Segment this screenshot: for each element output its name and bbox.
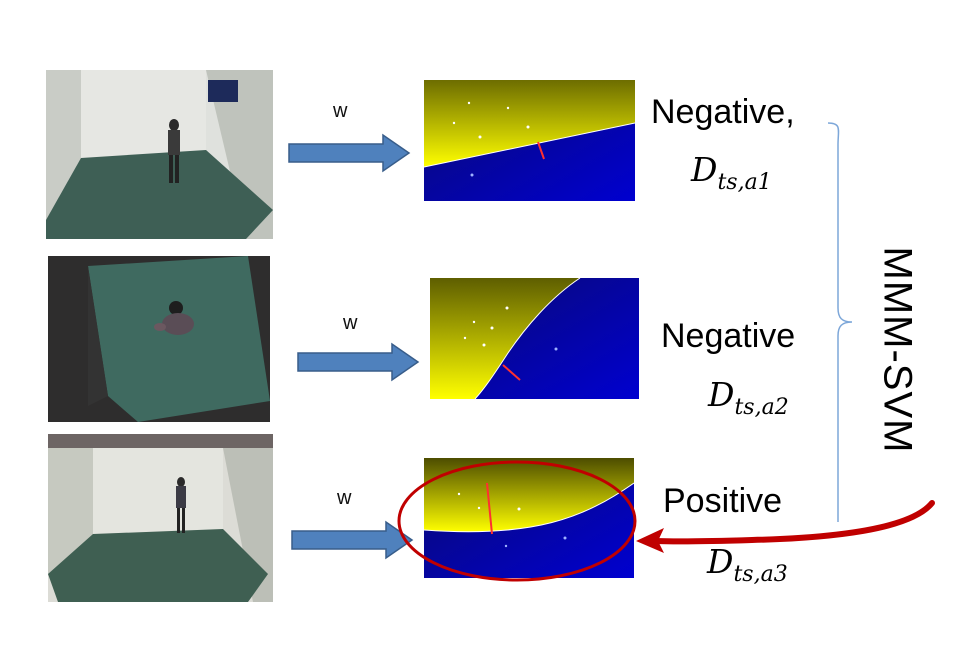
camera-frame-overhead (48, 256, 270, 422)
distance-symbol-3: D (707, 542, 734, 581)
distance-symbol-2: D (708, 375, 735, 414)
svm-decision-plot-2 (430, 278, 639, 399)
distance-subscript-2: ts,a2 (734, 395, 789, 420)
camera-frame-wide (48, 434, 273, 602)
camera-frame-standing-scene (46, 70, 273, 239)
distance-label-3: Dts,a3 (707, 542, 788, 587)
camera-frame-standing (46, 70, 273, 239)
distance-subscript-3: ts,a3 (733, 562, 788, 587)
distance-label-2: Dts,a2 (708, 375, 789, 420)
result-label-3: Positive (663, 482, 783, 520)
weight-arrow-1 (288, 133, 411, 173)
method-label: MMM-SVM (875, 246, 920, 454)
camera-frame-overhead-scene (48, 256, 270, 422)
selected-plot-highlight (397, 460, 637, 582)
grouping-brace (827, 122, 853, 522)
selection-arrow (652, 500, 935, 545)
weight-arrow-2 (297, 342, 420, 382)
distance-symbol-1: D (691, 150, 718, 189)
result-label-2: Negative (661, 317, 796, 355)
camera-frame-wide-scene (48, 434, 273, 602)
weight-label-1: w (333, 100, 348, 122)
svm-decision-plot-1 (424, 80, 635, 201)
weight-label-3: w (337, 487, 352, 509)
weight-label-2: w (343, 312, 358, 334)
svm-decision-plot-3 (424, 458, 634, 578)
result-label-1: Negative, (651, 93, 795, 131)
weight-arrow-3 (291, 520, 414, 560)
selection-arrowhead (636, 528, 664, 553)
distance-subscript-1: ts,a1 (717, 170, 772, 195)
distance-label-1: Dts,a1 (691, 150, 772, 195)
